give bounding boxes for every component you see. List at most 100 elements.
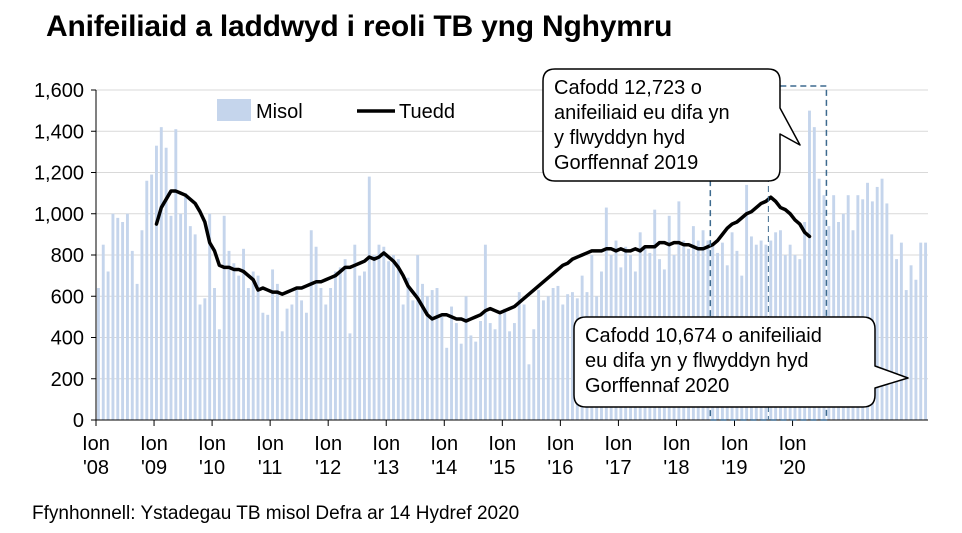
trend-line-group: [154, 189, 812, 323]
bar: [846, 195, 850, 420]
y-tick-label: 1,600: [34, 80, 84, 102]
bar: [309, 230, 313, 420]
bar: [401, 304, 405, 420]
bar: [324, 304, 328, 420]
x-tick-year: '10: [199, 457, 225, 479]
callout-2020-line: eu difa yn y flwyddyn hyd: [585, 350, 808, 372]
bar: [275, 283, 279, 421]
x-tick-month: Ion: [140, 433, 168, 455]
x-tick-year: '20: [780, 457, 806, 479]
bar: [459, 343, 463, 420]
bar: [875, 186, 879, 420]
x-tick-month: Ion: [256, 433, 284, 455]
y-tick-label: 200: [51, 369, 84, 391]
bar: [411, 300, 415, 421]
bar: [159, 127, 163, 421]
callout-2019-bubble: [542, 68, 801, 182]
bar: [271, 269, 275, 420]
bar: [106, 271, 110, 420]
bar: [924, 242, 928, 421]
bar: [367, 176, 371, 420]
bar: [203, 298, 207, 420]
bar: [532, 329, 536, 420]
bar: [861, 199, 865, 420]
bar: [387, 261, 391, 420]
x-tick-month: Ion: [721, 433, 749, 455]
x-tick-month: Ion: [198, 433, 226, 455]
bar: [430, 290, 434, 420]
bar: [169, 215, 173, 420]
bar: [885, 203, 889, 420]
x-tick-year: '15: [489, 457, 515, 479]
x-tick-month: Ion: [372, 433, 400, 455]
bar: [483, 244, 487, 420]
y-tick-label: 600: [51, 286, 84, 308]
callout-2019-line: anifeiliaid eu difa yn: [554, 102, 730, 124]
bar: [150, 174, 154, 420]
bar: [319, 288, 323, 420]
bar: [808, 110, 811, 421]
bar: [469, 335, 473, 420]
bar: [217, 329, 221, 420]
bar: [416, 255, 420, 420]
bar: [899, 242, 903, 421]
bar: [474, 341, 478, 421]
callouts: Cafodd 12,723 o anifeiliaid eu difa yn y f…: [542, 68, 909, 408]
bar: [517, 292, 521, 421]
bar: [338, 267, 342, 421]
x-tick-month: Ion: [82, 433, 110, 455]
legend-label-trend: Tuedd: [399, 101, 455, 123]
y-tick-label: 1,200: [34, 163, 84, 185]
bar: [333, 271, 337, 420]
bar: [745, 184, 749, 421]
bar: [174, 129, 178, 420]
bar: [503, 308, 507, 421]
bar: [919, 242, 923, 421]
bar: [213, 288, 216, 420]
bar: [155, 145, 158, 420]
bar: [135, 283, 139, 421]
bar: [222, 215, 226, 420]
bar: [546, 296, 550, 420]
bar: [512, 323, 516, 420]
bar: [856, 195, 860, 420]
bar: [377, 244, 381, 420]
x-tick-year: '19: [721, 457, 747, 479]
bar: [527, 364, 531, 420]
callout-2020: Cafodd 10,674 o anifeiliaid eu difa yn y …: [573, 316, 909, 408]
bar: [232, 263, 236, 420]
legend: Misol Tuedd: [217, 99, 455, 123]
bar: [914, 279, 918, 420]
bar: [372, 255, 376, 420]
bar: [479, 321, 483, 420]
bar: [382, 246, 386, 420]
callout-2019: Cafodd 12,723 o anifeiliaid eu difa yn y f…: [542, 68, 801, 182]
bar: [184, 193, 187, 421]
callout-2020-line: Cafodd 10,674 o anifeiliaid: [585, 325, 822, 347]
bar: [909, 265, 913, 420]
bar: [198, 304, 202, 420]
chart-title: Anifeiliaid a laddwyd i reoli TB yng Ngh…: [46, 10, 673, 43]
bar: [188, 226, 192, 421]
bar: [571, 292, 574, 421]
bar: [295, 290, 299, 420]
bar: [890, 234, 894, 421]
bar: [895, 259, 899, 421]
y-tick-label: 400: [51, 328, 84, 350]
bar: [396, 259, 400, 421]
bar: [522, 304, 526, 420]
x-tick-year: '13: [373, 457, 399, 479]
bar: [246, 288, 250, 420]
bar: [556, 285, 560, 420]
bar: [392, 255, 395, 420]
x-tick-year: '12: [315, 457, 341, 479]
bar: [817, 178, 821, 420]
bar: [358, 275, 362, 421]
bar: [237, 275, 241, 421]
x-tick-month: Ion: [488, 433, 516, 455]
bar: [96, 288, 100, 420]
callout-2019-line: Cafodd 12,723 o: [554, 77, 702, 99]
bar: [290, 304, 294, 420]
callout-2019-line: Gorffennaf 2019: [554, 152, 698, 174]
bar: [125, 213, 129, 420]
